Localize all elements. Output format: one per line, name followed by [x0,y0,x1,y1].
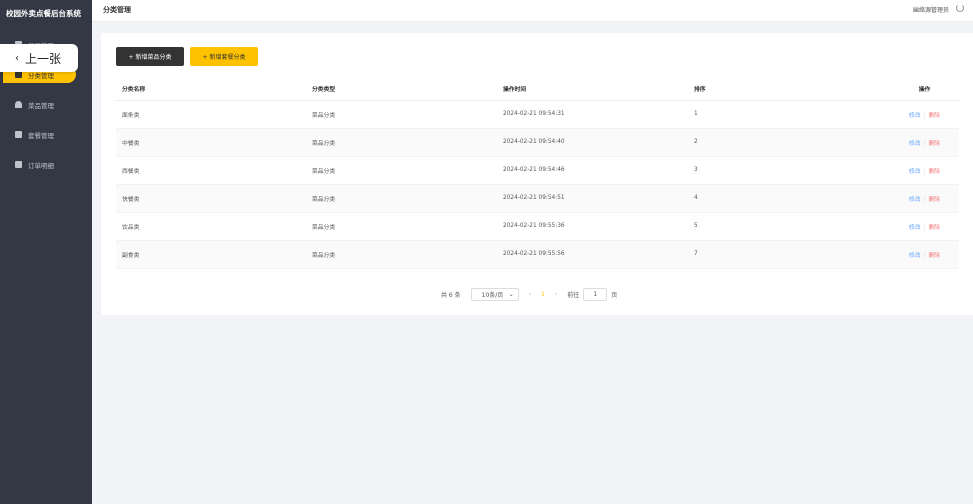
category-name: 副食类 [116,240,306,269]
table-row: 副食类 菜品分类 2024-02-21 09:55:56 7 修改 | 删除 [116,240,959,269]
row-actions: 修改 | 删除 [884,100,959,129]
sort-order: 2 [688,128,884,157]
delete-link[interactable]: 删除 [928,140,941,147]
gift-icon [15,131,22,138]
edit-link[interactable]: 修改 [908,196,921,203]
category-table: 分类名称 分类类型 操作时间 排序 操作 面条类 菜品分类 2024-02-21… [116,78,959,269]
category-type: 菜品分类 [306,156,497,185]
chevron-left-icon: ‹ [15,52,19,64]
previous-label: 上一张 [25,51,62,66]
column-header: 操作时间 [497,78,688,101]
table-row: 快餐类 菜品分类 2024-02-21 09:54:51 4 修改 | 删除 [116,184,959,213]
edit-link[interactable]: 修改 [908,112,921,119]
category-type: 菜品分类 [306,212,497,241]
row-actions: 修改 | 删除 [884,128,959,157]
user-name[interactable]: 幽络源管理员 [912,7,949,14]
delete-link[interactable]: 删除 [928,224,941,231]
sidebar-item-dish[interactable]: 菜品管理 [3,96,76,113]
sidebar-item-setmeal[interactable]: 套餐管理 [3,126,76,143]
delete-link[interactable]: 删除 [928,196,941,203]
category-name: 面条类 [116,100,306,129]
divider: | [923,140,926,147]
sidebar: 校园外卖点餐后台系统 员工管理 分类管理 菜品管理 套餐管理 订单明细 [0,0,92,504]
sort-order: 5 [688,212,884,241]
delete-link[interactable]: 删除 [928,252,941,259]
column-header: 操作 [884,78,959,101]
sort-order: 1 [688,100,884,129]
prev-page-button[interactable]: ‹ [528,291,532,298]
table-row: 饮品类 菜品分类 2024-02-21 09:55:36 5 修改 | 删除 [116,212,959,241]
category-type: 菜品分类 [306,128,497,157]
page-title: 分类管理 [103,6,131,14]
edit-link[interactable]: 修改 [908,252,921,259]
operation-time: 2024-02-21 09:54:31 [497,100,688,129]
content-card: + 新增菜品分类 + 新增套餐分类 分类名称 分类类型 操作时间 排序 操作 面… [101,33,973,315]
add-setmeal-category-button[interactable]: + 新增套餐分类 [190,47,258,66]
sidebar-item-label: 菜品管理 [28,101,54,110]
column-header: 分类名称 [116,78,306,101]
page-unit: 页 [611,292,618,299]
goto-label: 前往 [567,292,580,299]
category-name: 快餐类 [116,184,306,213]
category-type: 菜品分类 [306,240,497,269]
table-row: 面条类 菜品分类 2024-02-21 09:54:31 1 修改 | 删除 [116,100,959,129]
row-actions: 修改 | 删除 [884,184,959,213]
sidebar-item-label: 订单明细 [28,161,54,170]
next-page-button[interactable]: › [554,291,558,298]
category-name: 中餐类 [116,128,306,157]
sidebar-item-label: 套餐管理 [28,131,54,140]
divider: | [923,112,926,119]
column-header: 分类类型 [306,78,497,101]
table-row: 西餐类 菜品分类 2024-02-21 09:54:46 3 修改 | 删除 [116,156,959,185]
delete-link[interactable]: 删除 [928,168,941,175]
page-size-select[interactable]: 10条/页 ⌄ [470,288,519,301]
page-number[interactable]: 1 [541,291,545,298]
goto-page-input[interactable]: 1 [583,288,608,301]
pagination: 共 6 条 10条/页 ⌄ ‹ 1 › 前往 1 页 [441,288,617,301]
edit-link[interactable]: 修改 [908,224,921,231]
previous-image-button[interactable]: ‹ 上一张 [0,44,78,72]
sort-order: 4 [688,184,884,213]
operation-time: 2024-02-21 09:54:51 [497,184,688,213]
edit-link[interactable]: 修改 [908,168,921,175]
chevron-down-icon: ⌄ [508,291,514,298]
operation-time: 2024-02-21 09:55:56 [497,240,688,269]
power-icon[interactable] [956,4,964,12]
category-type: 菜品分类 [306,100,497,129]
category-type: 菜品分类 [306,184,497,213]
app-title: 校园外卖点餐后台系统 [6,9,81,18]
row-actions: 修改 | 删除 [884,212,959,241]
divider: | [923,224,926,231]
column-header: 排序 [688,78,884,101]
operation-time: 2024-02-21 09:54:46 [497,156,688,185]
sort-order: 7 [688,240,884,269]
operation-time: 2024-02-21 09:55:36 [497,212,688,241]
add-dish-category-button[interactable]: + 新增菜品分类 [116,47,184,66]
total-count: 共 6 条 [441,292,461,299]
sidebar-item-label: 分类管理 [28,71,54,80]
operation-time: 2024-02-21 09:54:40 [497,128,688,157]
divider: | [923,196,926,203]
sidebar-item-orders[interactable]: 订单明细 [3,156,76,173]
delete-link[interactable]: 删除 [928,112,941,119]
header: 分类管理 幽络源管理员 [92,0,973,22]
category-icon [15,71,22,78]
page-size-value: 10条/页 [481,292,504,299]
row-actions: 修改 | 删除 [884,240,959,269]
row-actions: 修改 | 删除 [884,156,959,185]
dish-icon [15,101,22,108]
category-name: 饮品类 [116,212,306,241]
edit-link[interactable]: 修改 [908,140,921,147]
sort-order: 3 [688,156,884,185]
clipboard-icon [15,161,22,168]
divider: | [923,252,926,259]
category-name: 西餐类 [116,156,306,185]
table-row: 中餐类 菜品分类 2024-02-21 09:54:40 2 修改 | 删除 [116,128,959,157]
divider: | [923,168,926,175]
